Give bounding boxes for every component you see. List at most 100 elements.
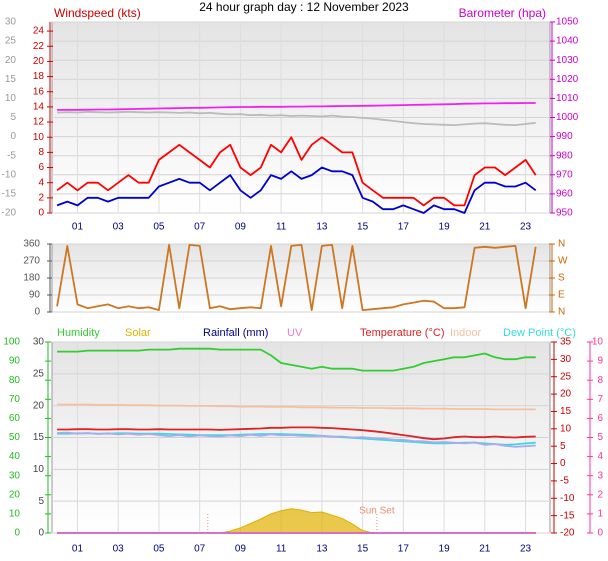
y3-tick-label: 5 [38, 496, 44, 507]
y3-tick-label: 15 [5, 74, 17, 85]
y2-axis-title: Barometer (hpa) [459, 6, 546, 20]
x-tick-label: 21 [479, 544, 491, 555]
y-tick-label: 180 [23, 273, 40, 284]
y2-tick-label: 950 [556, 208, 573, 219]
y4-tick-label: 1 [597, 509, 603, 520]
x-tick-label: 11 [276, 222, 287, 233]
y2-tick-label: 990 [556, 131, 573, 142]
y2-tick-label: 1010 [556, 93, 579, 104]
x-tick-label: 05 [153, 544, 165, 555]
series-line [56, 136, 537, 207]
y2-tick-label: 0 [560, 458, 566, 469]
y4-tick-label: 7 [597, 394, 603, 405]
y3-tick-label: 20 [33, 400, 45, 411]
y3-tick-label: 20 [5, 55, 17, 66]
y2-tick-label: 10 [560, 423, 572, 434]
y-tick-label: 10 [33, 132, 45, 143]
x-tick-label: 03 [113, 222, 125, 233]
y2-tick-label: 15 [560, 406, 572, 417]
y-tick-label: 16 [33, 86, 45, 97]
y-tick-label: 360 [23, 239, 40, 250]
y4-tick-label: 10 [592, 337, 604, 348]
x-tick-label: 07 [194, 544, 206, 555]
x-tick-label: 05 [153, 222, 165, 233]
legend-entry: Solar [125, 327, 151, 339]
y2-tick-label: -20 [560, 528, 575, 539]
y3-tick-label: 30 [33, 337, 45, 348]
y4-tick-label: 4 [597, 451, 603, 462]
y3-tick-label: -20 [2, 208, 17, 219]
x-tick-label: 09 [235, 222, 247, 233]
y2-tick-label: E [558, 290, 565, 301]
chart-title: 24 hour graph day : 12 November 2023 [199, 0, 409, 14]
x-tick-label: 19 [439, 544, 451, 555]
y2-tick-label: 1000 [556, 112, 579, 123]
y2-tick-label: 20 [560, 389, 572, 400]
y-tick-label: 10 [9, 509, 21, 520]
y2-tick-label: 35 [560, 337, 572, 348]
x-tick-label: 13 [316, 222, 328, 233]
y-tick-label: 18 [33, 71, 45, 82]
y2-tick-label: -15 [560, 510, 575, 521]
y-tick-label: 40 [9, 451, 21, 462]
series-line [56, 166, 537, 214]
x-tick-label: 17 [398, 544, 410, 555]
legend-entry: Rainfall (mm) [203, 327, 268, 339]
y2-tick-label: 25 [560, 371, 572, 382]
y-axis-title: Windspeed (kts) [54, 6, 141, 20]
y4-tick-label: 9 [597, 356, 603, 367]
y4-tick-label: 8 [597, 375, 603, 386]
y3-tick-label: 25 [33, 368, 45, 379]
series-line [57, 110, 536, 126]
y2-tick-label: 980 [556, 150, 573, 161]
x-tick-label: 21 [479, 222, 491, 233]
y2-tick-label: 5 [560, 441, 566, 452]
y2-tick-label: 1040 [556, 36, 579, 47]
y-tick-label: 90 [29, 290, 41, 301]
y3-tick-label: 15 [33, 432, 45, 443]
y-tick-label: 50 [9, 432, 21, 443]
y-tick-label: 270 [23, 256, 40, 267]
x-tick-label: 19 [439, 222, 451, 233]
x-tick-label: 11 [276, 544, 287, 555]
y3-tick-label: -15 [2, 189, 17, 200]
x-tick-label: 07 [194, 222, 206, 233]
y2-tick-label: -10 [560, 493, 575, 504]
y-tick-label: 30 [9, 470, 21, 481]
y3-tick-label: 10 [33, 464, 45, 475]
x-tick-label: 09 [235, 544, 247, 555]
y2-tick-label: N [558, 307, 565, 318]
y2-tick-label: S [558, 273, 565, 284]
y-tick-label: 0 [34, 307, 40, 318]
x-tick-label: 23 [520, 544, 532, 555]
legend-entry: Humidity [57, 327, 100, 339]
y4-tick-label: 2 [597, 489, 603, 500]
y4-tick-label: 0 [597, 528, 603, 539]
y-tick-label: 100 [3, 337, 20, 348]
x-tick-label: 15 [357, 222, 369, 233]
y4-tick-label: 5 [597, 432, 603, 443]
y3-tick-label: 5 [10, 112, 16, 123]
y3-tick-label: 25 [5, 36, 17, 47]
series-line [57, 426, 536, 441]
legend-entry: UV [287, 327, 303, 339]
y-tick-label: 22 [33, 41, 45, 52]
series-line [57, 102, 536, 111]
y2-tick-label: 960 [556, 189, 573, 200]
legend-entry: Dew Point (°C) [503, 327, 576, 339]
y4-tick-label: 3 [597, 470, 603, 481]
y3-tick-label: -5 [7, 150, 16, 161]
y-tick-label: 60 [9, 413, 21, 424]
series-line [56, 244, 537, 311]
y-tick-label: 12 [33, 117, 45, 128]
y-tick-label: 70 [9, 394, 21, 405]
annotation: Sun Set [359, 506, 395, 517]
x-tick-label: 01 [72, 222, 84, 233]
y2-tick-label: 1050 [556, 17, 579, 28]
y-tick-label: 4 [38, 177, 44, 188]
y-tick-label: 2 [38, 192, 44, 203]
y-tick-label: 24 [33, 26, 45, 37]
x-tick-label: 03 [113, 544, 125, 555]
y2-tick-label: N [558, 239, 565, 250]
